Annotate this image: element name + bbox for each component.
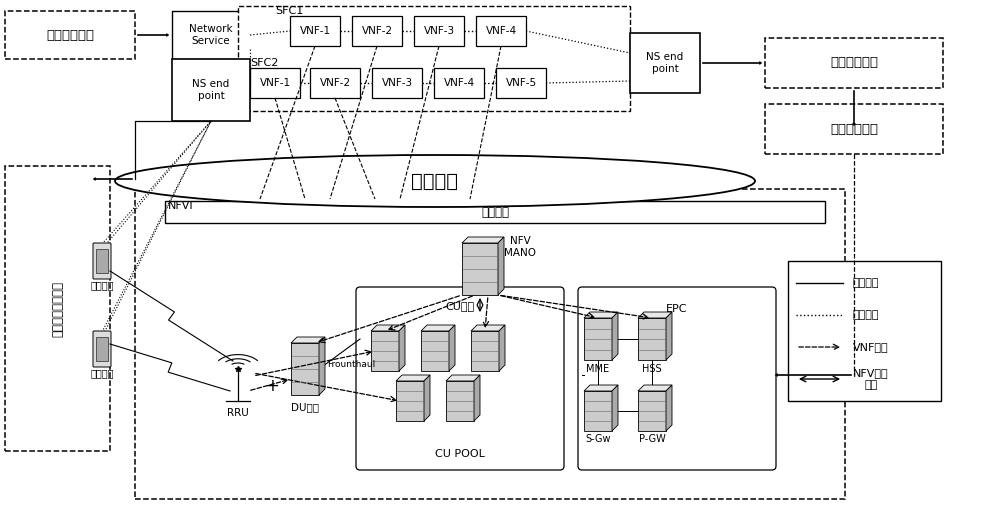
Polygon shape: [319, 337, 325, 395]
Text: HSS: HSS: [642, 364, 662, 374]
Text: NS end
point: NS end point: [192, 79, 230, 101]
Text: Network
Service: Network Service: [189, 24, 233, 46]
Polygon shape: [449, 325, 455, 371]
Text: 网络业务请求: 网络业务请求: [46, 29, 94, 41]
Text: 虚拟链路: 虚拟链路: [853, 310, 880, 320]
Bar: [414, 16, 464, 46]
Bar: [172, 11, 250, 59]
Text: VNF-1: VNF-1: [299, 26, 331, 36]
Polygon shape: [584, 385, 618, 391]
Bar: [584, 318, 612, 360]
Polygon shape: [638, 385, 672, 391]
Text: CU POOL: CU POOL: [435, 449, 485, 459]
Text: VNF-4: VNF-4: [443, 78, 475, 88]
Text: 资源需求预测: 资源需求预测: [830, 123, 878, 135]
Bar: [135, 189, 845, 499]
Polygon shape: [498, 237, 504, 295]
Bar: [765, 38, 943, 88]
Text: VNF-3: VNF-3: [381, 78, 413, 88]
Polygon shape: [371, 325, 405, 331]
Polygon shape: [424, 375, 430, 421]
Polygon shape: [446, 375, 480, 381]
Polygon shape: [291, 337, 325, 343]
Bar: [172, 59, 250, 121]
Bar: [584, 391, 612, 431]
Text: VNF-5: VNF-5: [505, 78, 537, 88]
Polygon shape: [612, 312, 618, 360]
Text: NFVI: NFVI: [168, 201, 194, 211]
Text: VNF-1: VNF-1: [259, 78, 291, 88]
Bar: [434, 68, 484, 98]
Bar: [446, 381, 474, 421]
Text: Frounthaul: Frounthaul: [327, 360, 375, 368]
Polygon shape: [471, 325, 505, 331]
Bar: [471, 331, 499, 371]
Text: 网络状态监控: 网络状态监控: [830, 57, 878, 69]
Bar: [638, 391, 666, 431]
Bar: [290, 16, 340, 46]
Text: +: +: [265, 377, 279, 395]
Text: VNF部署: VNF部署: [853, 342, 889, 352]
Bar: [5, 166, 110, 451]
Polygon shape: [462, 237, 504, 243]
Polygon shape: [666, 312, 672, 360]
Text: EPC: EPC: [666, 304, 688, 314]
Bar: [165, 201, 825, 223]
Bar: [238, 6, 630, 111]
Polygon shape: [396, 375, 430, 381]
Text: SFC1: SFC1: [275, 6, 303, 16]
Bar: [5, 11, 135, 59]
Polygon shape: [638, 312, 672, 318]
Polygon shape: [474, 375, 480, 421]
Ellipse shape: [115, 155, 755, 207]
Polygon shape: [666, 385, 672, 431]
FancyBboxPatch shape: [578, 287, 776, 470]
Bar: [496, 68, 546, 98]
Bar: [638, 318, 666, 360]
Text: S-Gw: S-Gw: [585, 434, 611, 444]
Bar: [371, 331, 399, 371]
Text: RRU: RRU: [227, 408, 249, 418]
Text: 用户终端: 用户终端: [90, 280, 114, 290]
Text: NFV编排
指令: NFV编排 指令: [853, 368, 889, 390]
Bar: [310, 68, 360, 98]
Text: VNF-2: VNF-2: [361, 26, 393, 36]
Bar: [352, 16, 402, 46]
Text: MME: MME: [586, 364, 610, 374]
Text: NFV
MANO: NFV MANO: [504, 236, 536, 258]
Polygon shape: [584, 312, 618, 318]
Bar: [462, 243, 498, 295]
Text: 底层网络负载分析: 底层网络负载分析: [51, 281, 64, 337]
Polygon shape: [399, 325, 405, 371]
Bar: [96, 337, 108, 361]
Text: 迁移优化: 迁移优化: [412, 172, 458, 191]
Bar: [96, 249, 108, 273]
Bar: [788, 261, 941, 401]
Polygon shape: [421, 325, 455, 331]
Bar: [421, 331, 449, 371]
Text: VNF-2: VNF-2: [319, 78, 351, 88]
Bar: [291, 343, 319, 395]
Bar: [250, 68, 300, 98]
Bar: [396, 381, 424, 421]
Text: NS end
point: NS end point: [646, 52, 684, 74]
Bar: [476, 16, 526, 46]
Text: 虚拟化层: 虚拟化层: [481, 205, 509, 219]
Polygon shape: [612, 385, 618, 431]
Text: 物理链路: 物理链路: [853, 278, 880, 288]
Bar: [630, 33, 700, 93]
Text: VNF-3: VNF-3: [423, 26, 455, 36]
Bar: [372, 68, 422, 98]
Text: SFC2: SFC2: [250, 58, 278, 68]
FancyBboxPatch shape: [93, 243, 111, 279]
Text: 用户终端: 用户终端: [90, 368, 114, 378]
Text: DU设备: DU设备: [291, 402, 319, 412]
Polygon shape: [499, 325, 505, 371]
Text: P-GW: P-GW: [639, 434, 665, 444]
FancyBboxPatch shape: [93, 331, 111, 367]
FancyBboxPatch shape: [356, 287, 564, 470]
Text: VNF-4: VNF-4: [485, 26, 517, 36]
Bar: [765, 104, 943, 154]
Text: CU设备: CU设备: [445, 301, 475, 311]
